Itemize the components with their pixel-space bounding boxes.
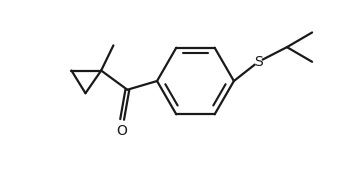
Text: S: S xyxy=(254,55,263,69)
Text: O: O xyxy=(117,124,127,138)
